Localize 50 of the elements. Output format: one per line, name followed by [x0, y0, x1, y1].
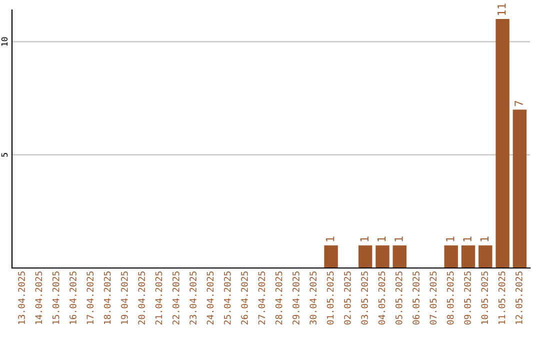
x-tick-label: 03.05.2025 — [361, 272, 368, 325]
x-tick-label: 06.05.2025 — [412, 272, 420, 325]
x-tick-label: 11.05.2025 — [498, 272, 506, 324]
x-tick-label: 23.04.2025 — [190, 272, 196, 324]
x-tick-label: 18.04.2025 — [104, 272, 111, 324]
bar — [496, 19, 510, 268]
x-tick-label: 15.04.2025 — [52, 272, 60, 324]
data-label: 1 — [360, 236, 368, 242]
x-tick-label: 16.04.2025 — [70, 272, 76, 324]
x-tick-label: 19.04.2025 — [121, 272, 128, 324]
bar — [376, 245, 390, 268]
bar — [478, 245, 492, 268]
x-tick-label: 14.04.2025 — [35, 272, 42, 324]
x-tick-label: 17.04.2025 — [86, 272, 94, 324]
x-tick-label: 07.05.2025 — [430, 272, 437, 325]
data-label: 1 — [394, 236, 403, 242]
x-tick-label: 24.04.2025 — [206, 272, 214, 324]
y-tick-label: 5 — [1, 153, 8, 157]
bar — [392, 245, 407, 268]
x-tick-label: 26.04.2025 — [241, 272, 248, 324]
x-tick-label: 22.04.2025 — [172, 272, 180, 324]
data-label: 7 — [514, 100, 523, 106]
x-tick-label: 20.04.2025 — [138, 272, 145, 324]
bar — [324, 245, 338, 268]
x-tick-label: 27.04.2025 — [258, 272, 266, 324]
x-tick-label: 08.05.2025 — [446, 272, 454, 325]
data-label: 1 — [377, 236, 386, 242]
data-label: 1 — [480, 236, 488, 242]
x-tick-label: 12.05.2025 — [516, 272, 522, 324]
data-label: 1 — [446, 236, 454, 242]
data-label: 11 — [498, 4, 506, 15]
data-label: 1 — [463, 236, 472, 242]
bar — [461, 245, 476, 268]
x-tick-label: 28.04.2025 — [275, 272, 282, 324]
x-tick-label: 13.04.2025 — [18, 272, 25, 324]
x-tick-label: 10.05.2025 — [481, 272, 488, 324]
bar — [444, 245, 458, 268]
x-tick-label: 02.05.2025 — [344, 272, 351, 325]
x-tick-label: 05.05.2025 — [395, 272, 402, 325]
data-label: 1 — [326, 236, 334, 242]
x-tick-label: 30.04.2025 — [310, 272, 317, 325]
x-tick-label: 04.05.2025 — [378, 272, 386, 325]
bar — [358, 245, 372, 268]
x-tick-label: 25.04.2025 — [224, 272, 231, 324]
x-tick-label: 21.04.2025 — [155, 272, 162, 324]
x-tick-label: 01.05.2025 — [326, 272, 334, 325]
bar — [512, 110, 527, 268]
x-tick-label: 09.05.2025 — [464, 272, 471, 325]
x-tick-label: 29.04.2025 — [292, 272, 300, 324]
y-tick-label: 10 — [1, 37, 8, 46]
